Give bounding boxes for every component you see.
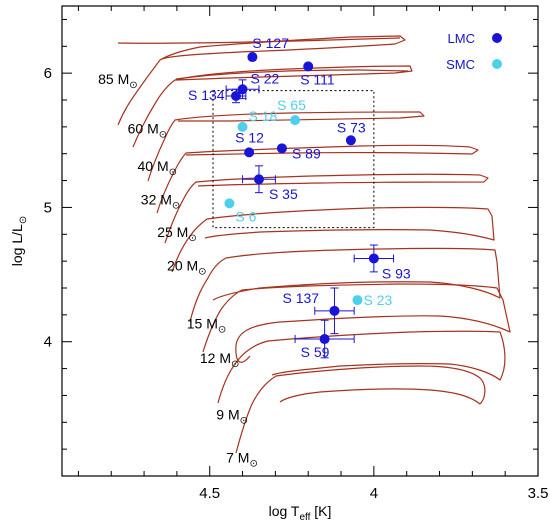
track-7-msun (235, 365, 486, 454)
x-tick-label: 3.5 (528, 485, 549, 502)
point-s-22: S 22 (225, 70, 280, 100)
track-85-msun-loop (117, 37, 401, 44)
x-tick-label: 4 (370, 485, 378, 502)
star-label: S 111 (300, 71, 335, 87)
point-s-23: S 23 (352, 292, 392, 308)
star-label: S 35 (269, 186, 298, 202)
point-s-18: S 18 (237, 108, 278, 132)
lmc-marker (345, 135, 356, 146)
mass-label: 85 M⊙ (98, 71, 138, 91)
point-s-6: S 6 (224, 198, 257, 224)
plot-frame (61, 5, 539, 477)
track-60-msun-2 (175, 69, 409, 80)
legend-label: SMC (446, 57, 475, 72)
smc-marker (290, 115, 301, 126)
x-axis-title: log Teff [K] (269, 503, 332, 523)
star-label: S 73 (337, 119, 366, 135)
point-s-35: S 35 (242, 165, 298, 202)
star-label: S 89 (292, 145, 321, 161)
star-label: S 134 (188, 87, 225, 103)
track-40-msun (147, 111, 425, 182)
track-60-msun (132, 65, 413, 148)
legend-marker (492, 33, 502, 43)
lmc-marker (247, 52, 258, 63)
track-32-msun (156, 144, 479, 214)
point-s-12: S 12 (235, 129, 264, 158)
point-s-73: S 73 (337, 119, 366, 146)
point-s-59: S 59 (294, 319, 355, 360)
mass-label: 15 M⊙ (187, 315, 227, 335)
lmc-marker (303, 61, 314, 72)
mass-label: 40 M⊙ (138, 158, 178, 178)
mass-label: 9 M⊙ (216, 407, 248, 427)
mass-labels: 85 M⊙ 60 M⊙ 40 M⊙ 32 M⊙ 25 M⊙ 20 M⊙ 15 M⊙ 12 M⊙… (98, 71, 258, 470)
star-label: S 65 (277, 97, 306, 113)
mass-label: 32 M⊙ (141, 192, 181, 212)
y-tick-label: 5 (44, 199, 52, 216)
lmc-marker (230, 90, 241, 101)
smc-marker (352, 295, 363, 306)
x-tick-label: 4.5 (199, 485, 220, 502)
y-tick-label: 6 (44, 65, 52, 82)
point-s-134: S 134 (188, 87, 247, 104)
star-label: S 18 (249, 108, 278, 124)
smc-marker (237, 121, 248, 132)
lmc-marker (244, 147, 255, 158)
lmc-marker (329, 305, 340, 316)
mass-label: 60 M⊙ (128, 121, 168, 141)
lmc-marker (368, 253, 379, 264)
track-15-msun (189, 247, 501, 323)
star-label: S 22 (251, 70, 280, 86)
evolutionary-tracks (117, 35, 511, 454)
lmc-marker (253, 174, 264, 185)
point-s-89: S 89 (276, 143, 321, 161)
legend-marker (492, 59, 502, 69)
track-20-msun (171, 206, 495, 273)
lmc-marker (319, 334, 330, 345)
track-25-msun (164, 173, 489, 244)
star-label: S 59 (301, 344, 330, 360)
point-s-137: S 137 (282, 287, 355, 335)
star-label: S 12 (235, 129, 264, 145)
star-label: S 127 (252, 35, 289, 51)
smc-marker (224, 198, 235, 209)
mass-label: 20 M⊙ (167, 258, 207, 278)
point-s-127: S 127 (247, 35, 289, 63)
point-s-93: S 93 (353, 244, 411, 281)
lmc-marker (276, 143, 287, 154)
y-axis-title: log L/L⊙ (9, 216, 29, 266)
mass-label: 7 M⊙ (226, 450, 258, 470)
data-points: S 127 S 111 S 22 S 134 S 73 S 12 S 89 S 35 S 93 S… (188, 35, 411, 360)
y-tick-label: 4 (44, 334, 52, 351)
lmc-marker (237, 84, 248, 95)
track-9-msun (217, 330, 506, 404)
star-label: S 137 (282, 290, 319, 306)
star-label: S 23 (363, 292, 392, 308)
dotted-box (212, 90, 375, 229)
legend-label: LMC (448, 31, 475, 46)
star-label: S 93 (382, 265, 411, 281)
legend: LMC SMC (446, 31, 502, 72)
mass-label: 12 M⊙ (200, 350, 240, 370)
mass-label: 25 M⊙ (157, 224, 197, 244)
point-s-65: S 65 (277, 97, 306, 126)
point-s-111: S 111 (300, 61, 335, 87)
track-12-msun (202, 283, 511, 363)
axes: 4.5 4 3.5 4 5 6 log Teff [K] log L/L⊙ (9, 5, 549, 523)
star-label: S 6 (235, 208, 256, 224)
zoom-box-region (212, 90, 375, 229)
